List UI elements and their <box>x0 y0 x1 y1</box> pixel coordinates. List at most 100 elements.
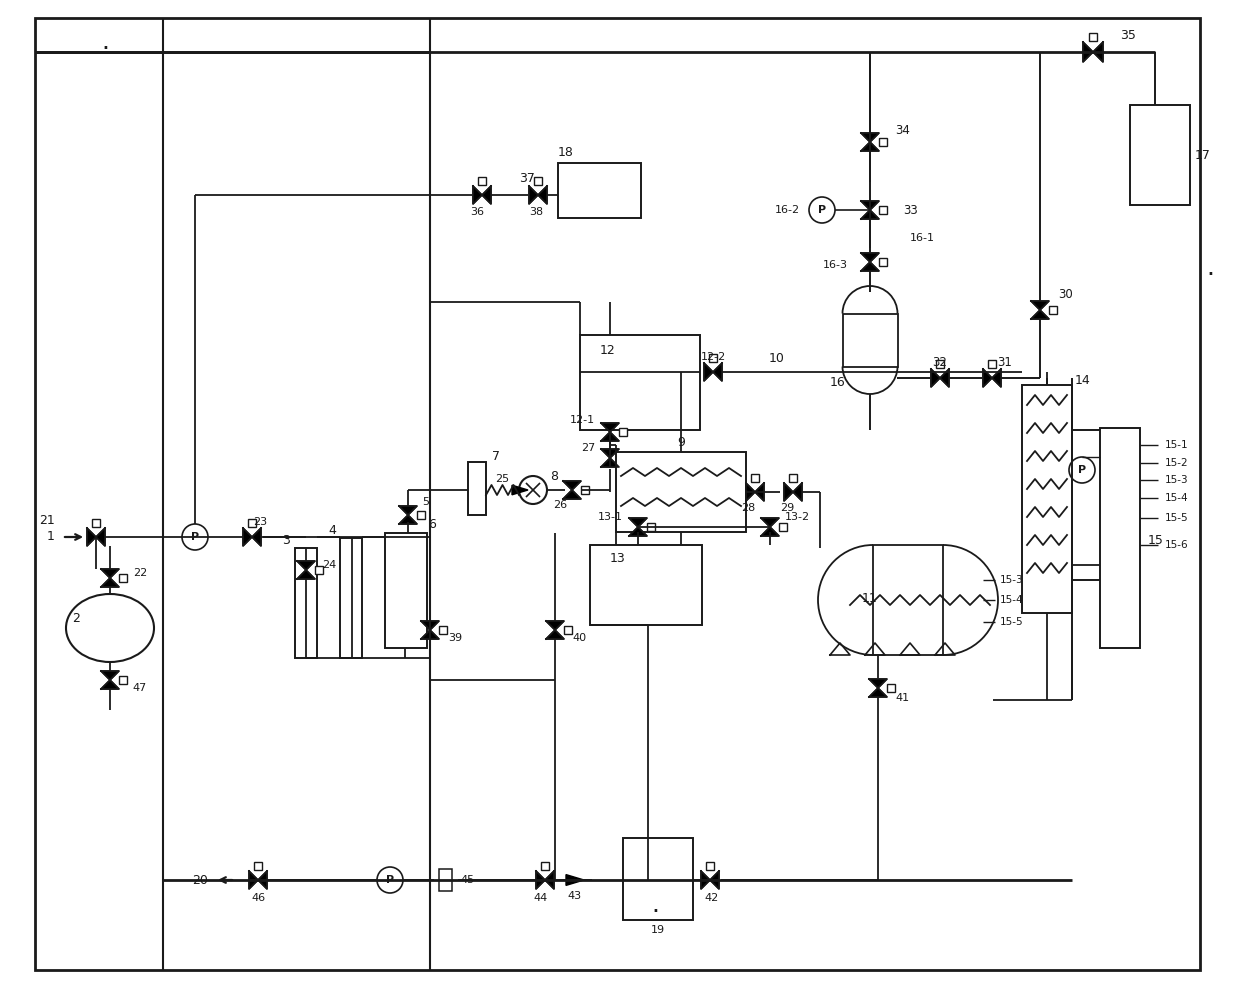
Bar <box>384 533 427 648</box>
Polygon shape <box>629 518 647 527</box>
Polygon shape <box>713 363 722 381</box>
Text: 11: 11 <box>862 591 878 604</box>
Polygon shape <box>249 871 258 889</box>
Circle shape <box>182 524 208 550</box>
Text: 14: 14 <box>1075 374 1091 387</box>
Polygon shape <box>1030 310 1049 319</box>
Text: 8: 8 <box>551 471 558 484</box>
Polygon shape <box>258 871 267 889</box>
Text: 35: 35 <box>1120 28 1136 41</box>
Text: 18: 18 <box>558 145 574 158</box>
Bar <box>706 862 714 870</box>
Text: 36: 36 <box>470 207 484 217</box>
Text: 44: 44 <box>534 893 548 903</box>
Polygon shape <box>399 515 417 524</box>
Text: 42: 42 <box>704 893 719 903</box>
Text: 47: 47 <box>131 683 146 693</box>
Text: 15: 15 <box>1148 533 1164 546</box>
Text: 26: 26 <box>553 500 567 510</box>
Text: P: P <box>818 205 826 215</box>
Text: 16: 16 <box>830 376 844 389</box>
Polygon shape <box>472 186 482 204</box>
Polygon shape <box>1083 42 1092 62</box>
Bar <box>887 684 895 692</box>
Text: .: . <box>100 30 109 54</box>
Text: .: . <box>1207 256 1214 280</box>
Polygon shape <box>100 569 119 578</box>
Circle shape <box>520 476 547 504</box>
Bar <box>558 163 641 218</box>
Text: 32: 32 <box>932 356 947 369</box>
Polygon shape <box>861 210 879 219</box>
Text: 41: 41 <box>895 693 909 703</box>
Polygon shape <box>100 578 119 587</box>
Polygon shape <box>565 875 584 886</box>
Text: 15-6: 15-6 <box>1166 540 1189 550</box>
Polygon shape <box>601 423 619 432</box>
Text: 12-2: 12-2 <box>701 352 725 362</box>
Polygon shape <box>298 561 315 570</box>
Polygon shape <box>529 186 538 204</box>
Text: 2: 2 <box>72 611 81 624</box>
Bar <box>879 206 887 214</box>
Polygon shape <box>761 518 779 527</box>
Text: 12-1: 12-1 <box>570 415 595 425</box>
Bar <box>254 862 262 870</box>
Text: P: P <box>386 875 394 885</box>
Polygon shape <box>869 688 887 697</box>
Polygon shape <box>861 253 879 262</box>
Polygon shape <box>482 186 491 204</box>
Text: 21: 21 <box>40 513 55 526</box>
Text: 4: 4 <box>329 523 336 536</box>
Text: 28: 28 <box>740 503 755 513</box>
Polygon shape <box>100 671 119 680</box>
Polygon shape <box>422 621 439 630</box>
Bar <box>92 519 100 527</box>
Text: 37: 37 <box>520 171 534 184</box>
Text: 15-5: 15-5 <box>1166 513 1189 523</box>
Polygon shape <box>861 201 879 210</box>
Text: .: . <box>651 893 658 917</box>
Text: 16-2: 16-2 <box>775 205 800 215</box>
Polygon shape <box>755 483 764 501</box>
Polygon shape <box>399 506 417 515</box>
Text: 30: 30 <box>1058 289 1073 302</box>
Polygon shape <box>704 363 713 381</box>
Text: 43: 43 <box>567 891 582 901</box>
Bar <box>439 626 446 634</box>
Polygon shape <box>992 369 1001 387</box>
Polygon shape <box>546 630 564 639</box>
Polygon shape <box>538 186 547 204</box>
Polygon shape <box>784 483 794 501</box>
Polygon shape <box>601 449 619 458</box>
Text: 25: 25 <box>495 474 510 484</box>
Text: 3: 3 <box>283 533 290 546</box>
Bar <box>647 523 655 531</box>
Text: 15-4: 15-4 <box>1166 493 1189 503</box>
Polygon shape <box>931 369 940 387</box>
Text: 40: 40 <box>572 633 587 643</box>
Text: 39: 39 <box>448 633 463 643</box>
Bar <box>616 452 746 532</box>
Polygon shape <box>746 483 755 501</box>
Polygon shape <box>861 142 879 151</box>
Bar <box>439 869 451 891</box>
Bar <box>619 454 627 462</box>
Text: 20: 20 <box>192 874 208 887</box>
Text: 22: 22 <box>133 568 148 578</box>
Bar <box>988 360 996 368</box>
Text: 34: 34 <box>895 123 910 136</box>
Text: 15-3: 15-3 <box>999 575 1024 585</box>
Bar <box>879 258 887 266</box>
Polygon shape <box>87 528 95 546</box>
Bar <box>1089 33 1097 41</box>
Text: 15-1: 15-1 <box>1166 440 1189 450</box>
Polygon shape <box>940 369 949 387</box>
Text: 12: 12 <box>600 344 616 357</box>
Text: 15-5: 15-5 <box>999 617 1024 627</box>
Bar <box>541 862 549 870</box>
Text: 10: 10 <box>769 352 785 365</box>
Text: 16-3: 16-3 <box>823 260 848 270</box>
Bar <box>622 838 693 920</box>
Polygon shape <box>761 527 779 536</box>
